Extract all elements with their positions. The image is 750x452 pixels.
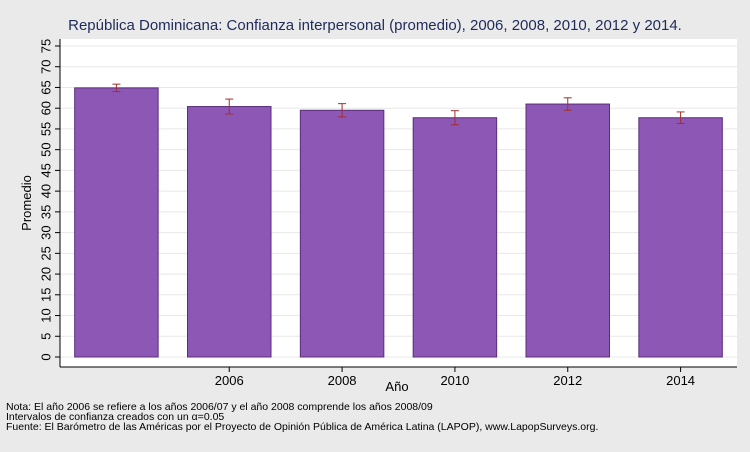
y-axis-title: Promedio xyxy=(19,175,34,231)
x-tick-label: 2010 xyxy=(440,373,469,388)
y-tick-label: 5 xyxy=(39,333,54,340)
y-tick-label: 50 xyxy=(39,142,54,156)
bar xyxy=(638,117,723,358)
y-tick-label: 70 xyxy=(39,59,54,73)
y-tick-label: 30 xyxy=(39,225,54,239)
y-tick-label: 10 xyxy=(39,308,54,322)
bar xyxy=(299,109,385,358)
y-tick-label: 35 xyxy=(39,205,54,219)
y-tick-label: 40 xyxy=(39,184,54,198)
y-tick-label: 75 xyxy=(39,39,54,53)
y-tick-label: 45 xyxy=(39,163,54,177)
footnote-1: Nota: El año 2006 se refiere a los años … xyxy=(6,401,433,413)
y-tick-label: 15 xyxy=(39,288,54,302)
x-tick-label: 2008 xyxy=(328,373,357,388)
y-tick-label: 60 xyxy=(39,101,54,115)
y-tick-label: 25 xyxy=(39,246,54,260)
y-tick-label: 0 xyxy=(39,353,54,360)
y-tick-label: 55 xyxy=(39,122,54,136)
bar xyxy=(74,87,159,358)
y-tick-label: 20 xyxy=(39,267,54,281)
chart-title: República Dominicana: Confianza interper… xyxy=(68,17,682,34)
bar xyxy=(525,103,610,358)
footnote-3: Fuente: El Barómetro de las Américas por… xyxy=(6,421,598,433)
footnote-2: Intervalos de confianza creados con un α… xyxy=(6,411,224,423)
bar xyxy=(187,106,272,358)
x-tick-label: 2012 xyxy=(553,373,582,388)
x-tick-label: 2014 xyxy=(666,373,695,388)
bar xyxy=(412,117,498,358)
x-axis-title: Año xyxy=(385,379,408,394)
x-tick-label: 2006 xyxy=(215,373,244,388)
y-tick-label: 65 xyxy=(39,80,54,94)
plot-area xyxy=(60,39,737,367)
